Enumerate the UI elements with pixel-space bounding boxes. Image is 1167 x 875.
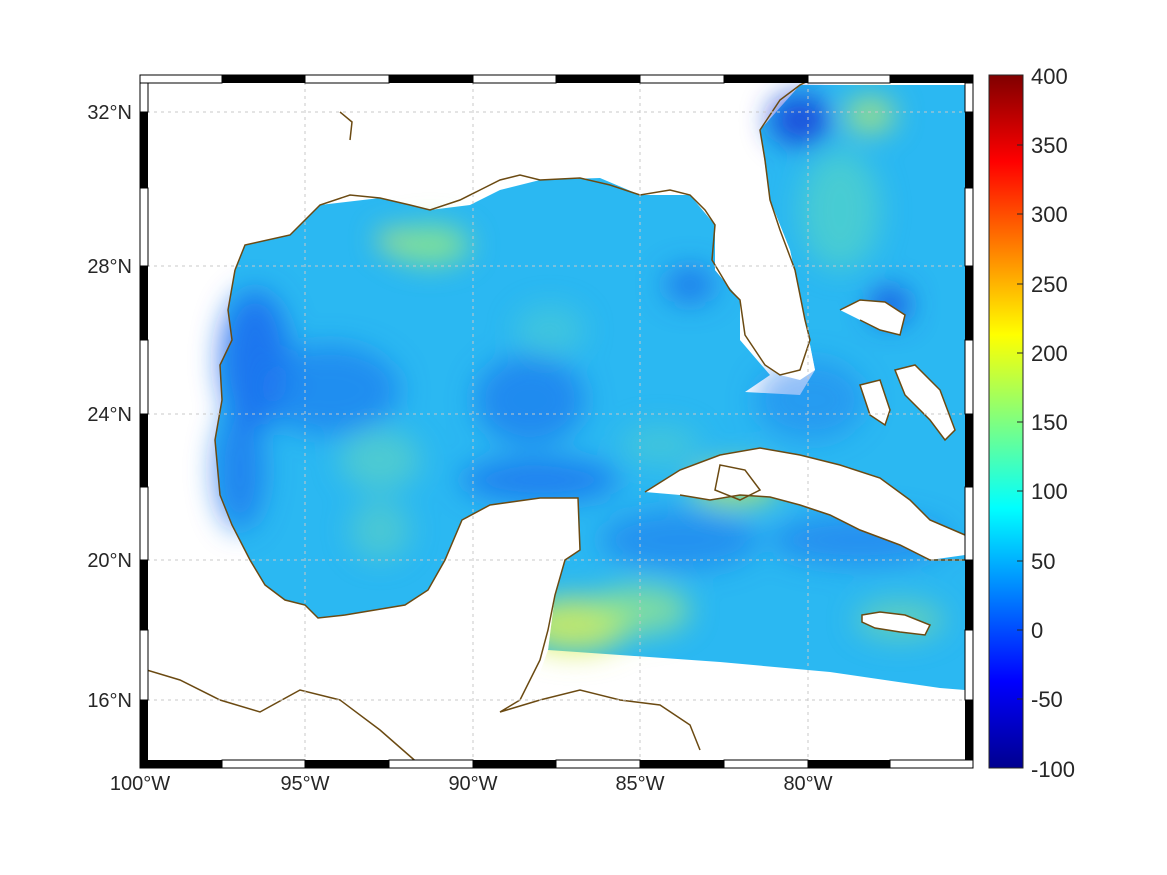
map-grid [140, 75, 973, 768]
lon-tick-label: 95°W [280, 773, 329, 795]
colorbar-tick-label: 0 [1031, 618, 1043, 643]
colorbar-tick-label: 100 [1031, 479, 1068, 504]
lon-tick-label: 85°W [615, 773, 664, 795]
colorbar-tick-labels: 400 350 300 250 200 150 100 50 0 -50 -10… [1031, 64, 1075, 782]
colorbar-tick-label: 350 [1031, 133, 1068, 158]
colorbar-tick-label: 200 [1031, 341, 1068, 366]
coastlines [140, 75, 966, 766]
lat-tick-label: 20°N [87, 550, 132, 572]
lat-tick-label: 16°N [87, 690, 132, 712]
colorbar-tick-label: -100 [1031, 757, 1075, 782]
colorbar-tick-label: 300 [1031, 202, 1068, 227]
map-area [140, 75, 973, 768]
map-frame [139, 74, 974, 769]
lat-tick-labels: 32°N 28°N 24°N 20°N 16°N [87, 102, 132, 712]
lat-tick-label: 28°N [87, 256, 132, 278]
lon-tick-label: 100°W [110, 773, 170, 795]
lon-tick-label: 80°W [783, 773, 832, 795]
lat-tick-label: 32°N [87, 102, 132, 124]
colorbar-tick-label: 150 [1031, 410, 1068, 435]
lon-tick-label: 90°W [448, 773, 497, 795]
colorbar-tick-label: 50 [1031, 549, 1055, 574]
colorbar-ticks [1017, 144, 1023, 700]
lat-tick-label: 24°N [87, 404, 132, 426]
land-masses [425, 200, 965, 700]
colorbar-tick-label: -50 [1031, 687, 1063, 712]
colorbar: 400 350 300 250 200 150 100 50 0 -50 -10… [988, 64, 1075, 782]
colorbar-tick-label: 400 [1031, 64, 1068, 89]
colorbar-tick-label: 250 [1031, 272, 1068, 297]
lon-tick-labels: 100°W 95°W 90°W 85°W 80°W [110, 773, 833, 795]
